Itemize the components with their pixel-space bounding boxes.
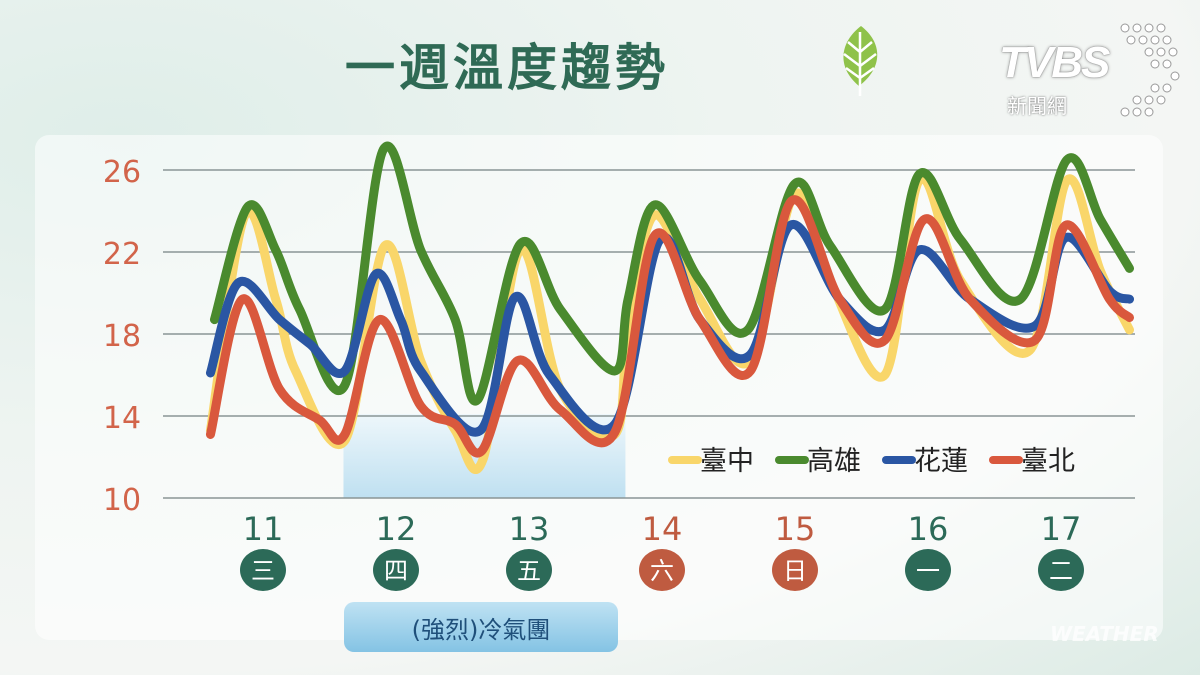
cold-air-label: (強烈)冷氣團 <box>344 602 618 652</box>
y-tick-label: 14 <box>103 401 141 436</box>
weekday-label: 六 <box>650 557 674 585</box>
logo-brand: TVBS <box>999 38 1110 87</box>
y-tick-label: 26 <box>103 155 141 190</box>
weekday-badge <box>373 549 419 591</box>
weekday-badge <box>905 549 951 591</box>
weekday-badge <box>240 549 286 591</box>
x-tick-date: 16 <box>908 510 949 548</box>
x-tick-date: 15 <box>775 510 816 548</box>
x-tick-date: 12 <box>376 510 417 548</box>
x-tick-date: 17 <box>1041 510 1082 548</box>
y-tick-label: 10 <box>103 483 141 518</box>
legend-label: 臺北 <box>1021 446 1075 477</box>
weekday-label: 三 <box>251 557 275 585</box>
series-line-臺北 <box>205 195 1134 458</box>
legend-label: 高雄 <box>807 446 861 477</box>
legend-label: 臺中 <box>700 446 754 477</box>
legend-label: 花蓮 <box>914 446 968 477</box>
weekday-badge <box>772 549 818 591</box>
weather-watermark: WEATHER <box>1050 622 1159 646</box>
tvbs-logo: TVBS 新聞網 <box>995 18 1180 118</box>
weekday-badge <box>639 549 685 591</box>
weekday-label: 二 <box>1049 557 1073 585</box>
x-tick-date: 14 <box>642 510 683 548</box>
x-tick-date: 11 <box>243 510 284 548</box>
leaf-icon <box>843 26 878 96</box>
logo-sub: 新聞網 <box>1007 94 1067 118</box>
page-title: 一週溫度趨勢 <box>345 39 669 97</box>
y-tick-label: 22 <box>103 237 141 272</box>
weekday-label: 五 <box>517 557 541 585</box>
weekday-label: 日 <box>783 557 807 585</box>
y-tick-label: 18 <box>103 319 141 354</box>
weekday-label: 一 <box>916 557 940 585</box>
weekday-label: 四 <box>384 557 408 585</box>
dot-pattern-icon <box>1120 23 1180 117</box>
weekday-badge <box>506 549 552 591</box>
weekday-badge <box>1038 549 1084 591</box>
x-tick-date: 13 <box>509 510 550 548</box>
